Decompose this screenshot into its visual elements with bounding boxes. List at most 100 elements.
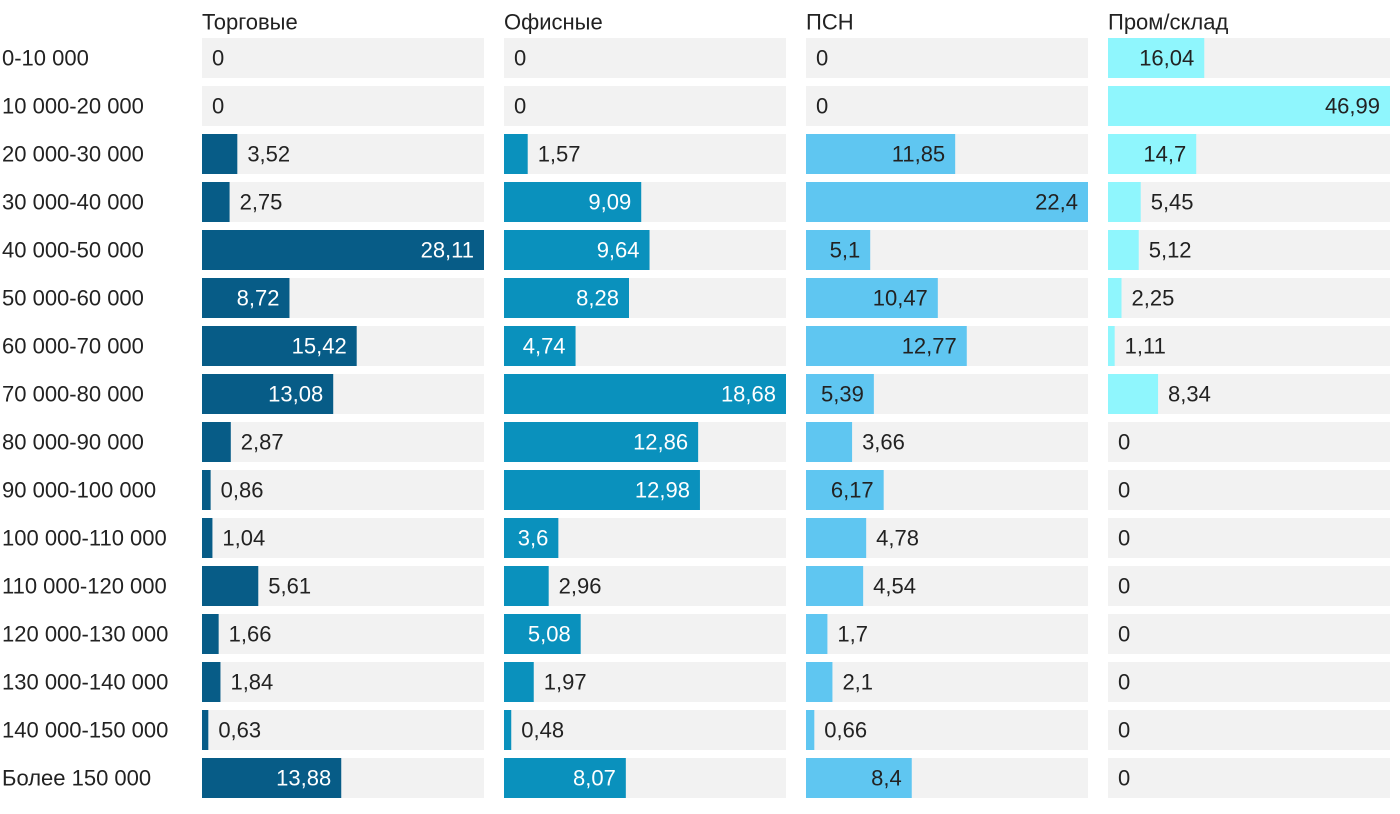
bar-track xyxy=(504,710,786,750)
data-label: 0 xyxy=(1118,478,1130,503)
category-label: 110 000-120 000 xyxy=(2,574,167,599)
data-label: 8,4 xyxy=(871,766,902,791)
data-label: 5,61 xyxy=(268,574,311,599)
bar-track xyxy=(202,662,484,702)
category-label: 60 000-70 000 xyxy=(2,334,144,359)
bar xyxy=(202,614,219,654)
bar xyxy=(806,374,874,414)
category-label: 50 000-60 000 xyxy=(2,286,144,311)
bar xyxy=(1108,374,1159,414)
category-label: Более 150 000 xyxy=(2,766,151,791)
data-label: 18,68 xyxy=(721,382,776,407)
bar xyxy=(202,182,230,222)
bar-track xyxy=(1108,710,1390,750)
bar-track xyxy=(806,662,1088,702)
data-label: 1,97 xyxy=(544,670,587,695)
bar xyxy=(806,710,815,750)
bar-track xyxy=(806,422,1088,462)
bar xyxy=(202,518,213,558)
bar-track xyxy=(1108,182,1390,222)
bar xyxy=(202,134,238,174)
bar xyxy=(504,710,512,750)
data-label: 13,88 xyxy=(276,766,331,791)
data-label: 22,4 xyxy=(1035,190,1078,215)
bar xyxy=(202,326,357,366)
bar-track xyxy=(1108,470,1390,510)
bar xyxy=(806,278,938,318)
bar-track xyxy=(806,710,1088,750)
data-label: 16,04 xyxy=(1139,46,1194,71)
data-label: 0,63 xyxy=(218,718,261,743)
data-label: 6,17 xyxy=(831,478,874,503)
data-label: 46,99 xyxy=(1325,94,1380,119)
data-label: 0 xyxy=(514,94,526,119)
bar xyxy=(202,470,211,510)
bar-track xyxy=(202,422,484,462)
bar-track xyxy=(1108,518,1390,558)
data-label: 2,96 xyxy=(559,574,602,599)
data-label: 15,42 xyxy=(292,334,347,359)
category-label: 100 000-110 000 xyxy=(2,526,167,551)
data-label: 3,66 xyxy=(862,430,905,455)
series-title: Пром/склад xyxy=(1108,10,1228,35)
bar xyxy=(504,422,699,462)
bar xyxy=(202,710,209,750)
data-label: 11,85 xyxy=(892,142,945,167)
data-label: 0 xyxy=(212,46,224,71)
bar-track xyxy=(806,38,1088,78)
data-label: 1,57 xyxy=(538,142,581,167)
bar xyxy=(504,758,626,798)
bar-track xyxy=(1108,278,1390,318)
data-label: 8,07 xyxy=(573,766,616,791)
bar-track xyxy=(202,86,484,126)
data-label: 0 xyxy=(816,94,828,119)
data-label: 5,39 xyxy=(821,382,864,407)
data-label: 0,86 xyxy=(221,478,264,503)
bar xyxy=(202,566,259,606)
data-label: 1,66 xyxy=(229,622,272,647)
data-label: 8,28 xyxy=(576,286,619,311)
bar-track xyxy=(202,134,484,174)
bar xyxy=(806,326,967,366)
data-label: 1,11 xyxy=(1125,334,1166,359)
data-label: 2,1 xyxy=(842,670,873,695)
bar-track xyxy=(202,614,484,654)
data-label: 2,75 xyxy=(240,190,283,215)
category-label: 10 000-20 000 xyxy=(2,94,144,119)
data-label: 0 xyxy=(1118,622,1130,647)
bar xyxy=(806,614,828,654)
bar xyxy=(504,230,650,270)
data-label: 10,47 xyxy=(873,286,928,311)
bar xyxy=(504,470,700,510)
category-label: 30 000-40 000 xyxy=(2,190,144,215)
category-label: 0-10 000 xyxy=(2,46,89,71)
bar xyxy=(806,566,864,606)
bar-track xyxy=(202,470,484,510)
bar xyxy=(806,134,956,174)
bar xyxy=(806,182,1088,222)
data-label: 13,08 xyxy=(268,382,323,407)
bar xyxy=(1108,38,1205,78)
data-label: 1,7 xyxy=(837,622,868,647)
bar-track xyxy=(202,38,484,78)
data-label: 0 xyxy=(1118,718,1130,743)
bar xyxy=(202,422,231,462)
bar xyxy=(202,374,334,414)
bar-track xyxy=(1108,422,1390,462)
bar xyxy=(504,134,528,174)
bar-track xyxy=(202,182,484,222)
bar xyxy=(806,518,867,558)
data-label: 3,52 xyxy=(247,142,290,167)
data-label: 0,48 xyxy=(521,718,564,743)
bar xyxy=(202,278,290,318)
data-label: 4,78 xyxy=(876,526,919,551)
data-label: 14,7 xyxy=(1143,142,1186,167)
bar xyxy=(806,422,853,462)
category-label: 130 000-140 000 xyxy=(2,670,168,695)
data-label: 1,04 xyxy=(222,526,265,551)
bar-track xyxy=(202,710,484,750)
data-label: 5,08 xyxy=(528,622,571,647)
bar-track xyxy=(1108,566,1390,606)
data-label: 5,12 xyxy=(1149,238,1192,263)
data-label: 0 xyxy=(1118,574,1130,599)
